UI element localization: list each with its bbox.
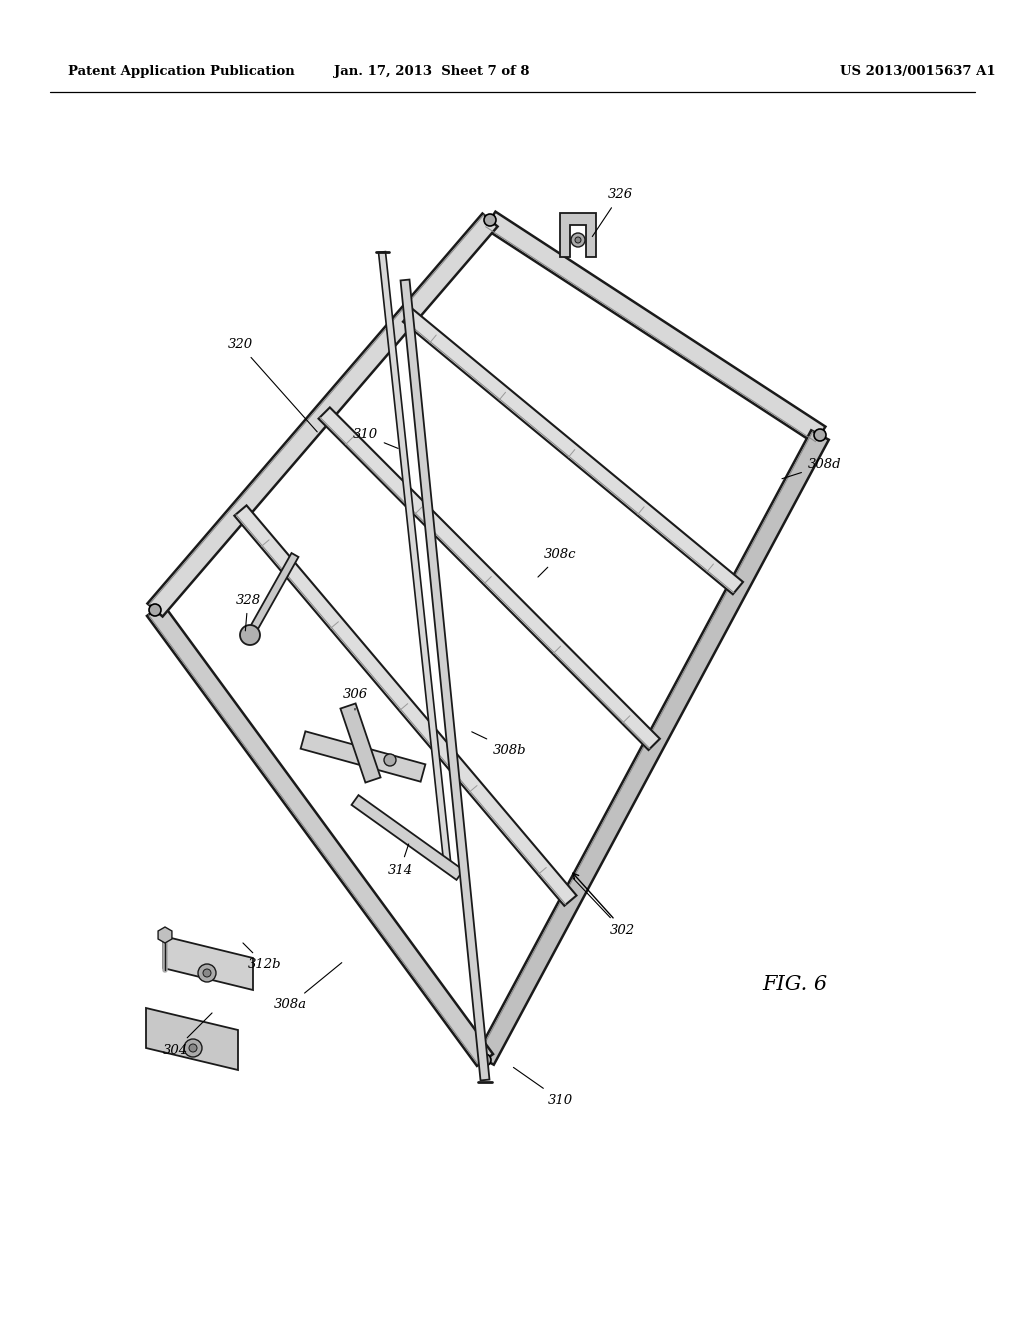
- Text: US 2013/0015637 A1: US 2013/0015637 A1: [840, 66, 995, 78]
- Polygon shape: [301, 731, 425, 781]
- Circle shape: [189, 1044, 197, 1052]
- Text: 308d: 308d: [782, 458, 842, 479]
- Text: 310: 310: [513, 1068, 572, 1106]
- Text: 306: 306: [342, 689, 368, 710]
- Polygon shape: [476, 430, 828, 1065]
- Polygon shape: [560, 213, 596, 257]
- Text: 320: 320: [227, 338, 317, 432]
- Circle shape: [198, 964, 216, 982]
- Text: 326: 326: [592, 189, 633, 236]
- Polygon shape: [146, 1008, 238, 1071]
- Circle shape: [814, 429, 826, 441]
- Text: Patent Application Publication: Patent Application Publication: [68, 66, 295, 78]
- Circle shape: [571, 234, 585, 247]
- Polygon shape: [158, 927, 172, 942]
- Text: FIG. 6: FIG. 6: [763, 975, 827, 994]
- Polygon shape: [146, 605, 494, 1067]
- Circle shape: [384, 754, 396, 766]
- Text: 308a: 308a: [273, 962, 342, 1011]
- Text: 308c: 308c: [538, 549, 577, 577]
- Text: 314: 314: [387, 843, 413, 876]
- Text: 310: 310: [352, 429, 398, 449]
- Polygon shape: [147, 214, 498, 616]
- Polygon shape: [351, 795, 464, 880]
- Circle shape: [150, 605, 161, 616]
- Polygon shape: [318, 408, 659, 750]
- Text: 312b: 312b: [243, 942, 282, 972]
- Circle shape: [240, 624, 260, 645]
- Text: 308b: 308b: [472, 731, 526, 756]
- Polygon shape: [400, 280, 489, 1081]
- Text: 304: 304: [163, 1012, 212, 1056]
- Polygon shape: [247, 553, 298, 638]
- Polygon shape: [234, 506, 577, 906]
- Polygon shape: [163, 936, 253, 990]
- Text: Jan. 17, 2013  Sheet 7 of 8: Jan. 17, 2013 Sheet 7 of 8: [334, 66, 529, 78]
- Circle shape: [479, 1053, 490, 1067]
- Polygon shape: [379, 252, 452, 870]
- Circle shape: [484, 214, 496, 226]
- Polygon shape: [402, 309, 743, 594]
- Polygon shape: [340, 704, 381, 783]
- Text: 302: 302: [572, 878, 635, 936]
- Circle shape: [203, 969, 211, 977]
- Circle shape: [184, 1039, 202, 1057]
- Polygon shape: [484, 211, 825, 444]
- Circle shape: [575, 238, 581, 243]
- Text: 328: 328: [236, 594, 260, 631]
